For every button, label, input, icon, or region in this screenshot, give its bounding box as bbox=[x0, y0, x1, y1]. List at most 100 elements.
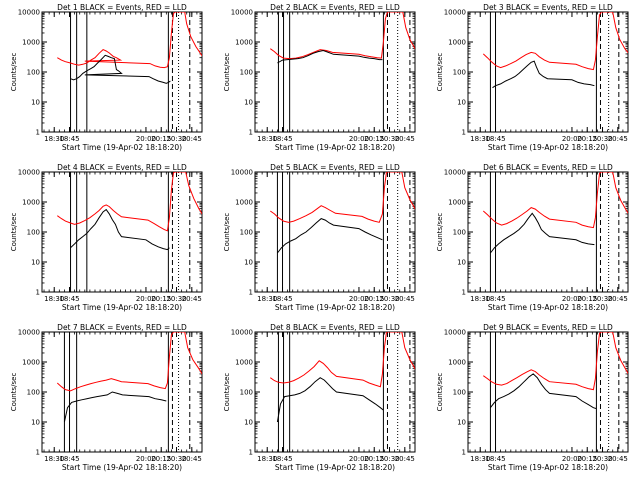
lld-series-line bbox=[270, 172, 415, 223]
x-axis-label: Start Time (19-Apr-02 18:18:20) bbox=[488, 463, 608, 472]
x-tick-label: 20:00 bbox=[349, 135, 369, 143]
x-tick-label: 18:45 bbox=[485, 455, 505, 463]
x-tick-label: 20:45 bbox=[608, 135, 628, 143]
x-tick-label: 18:30 bbox=[470, 295, 490, 303]
series-group bbox=[57, 12, 202, 84]
y-axis-label: Counts/sec bbox=[223, 213, 231, 252]
panel-title: Det 6 BLACK = Events, RED = LLD bbox=[483, 163, 613, 172]
y-tick-label: 10000 bbox=[18, 169, 40, 177]
x-tick-label: 20:30 bbox=[166, 455, 186, 463]
y-tick-label: 1 bbox=[462, 449, 466, 457]
y-tick-label: 100 bbox=[27, 389, 40, 397]
x-tick-label: 18:45 bbox=[485, 135, 505, 143]
x-tick-label: 20:45 bbox=[182, 455, 202, 463]
y-axis-label: Counts/sec bbox=[223, 53, 231, 92]
x-axis-label: Start Time (19-Apr-02 18:18:20) bbox=[62, 143, 182, 152]
x-tick-label: 18:45 bbox=[59, 455, 79, 463]
y-tick-label: 100 bbox=[453, 389, 466, 397]
y-tick-label: 10 bbox=[457, 259, 466, 267]
x-tick-label: 20:15 bbox=[364, 295, 384, 303]
x-tick-label: 18:45 bbox=[485, 295, 505, 303]
events-series-line bbox=[276, 377, 384, 423]
x-tick-label: 20:30 bbox=[592, 455, 612, 463]
plot-frame bbox=[41, 331, 203, 453]
x-tick-label: 20:15 bbox=[577, 455, 597, 463]
x-tick-label: 18:30 bbox=[257, 295, 277, 303]
y-tick-label: 1000 bbox=[22, 359, 40, 367]
x-axis-label: Start Time (19-Apr-02 18:18:20) bbox=[275, 463, 395, 472]
y-axis-label: Counts/sec bbox=[223, 373, 231, 412]
y-tick-label: 10 bbox=[457, 419, 466, 427]
x-tick-label: 20:45 bbox=[608, 455, 628, 463]
marker-lines bbox=[277, 332, 411, 452]
x-tick-label: 18:30 bbox=[257, 455, 277, 463]
y-tick-label: 1000 bbox=[235, 199, 253, 207]
panel-title: Det 9 BLACK = Events, RED = LLD bbox=[483, 323, 613, 332]
detector-panel: Det 5 BLACK = Events, RED = LLD 1 10 100 100… bbox=[223, 163, 416, 312]
x-tick-label: 18:30 bbox=[44, 135, 64, 143]
y-tick-label: 10 bbox=[31, 259, 40, 267]
marker-lines bbox=[276, 172, 411, 292]
y-tick-label: 10 bbox=[31, 99, 40, 107]
x-tick-label: 20:45 bbox=[182, 295, 202, 303]
lld-series-line bbox=[57, 172, 202, 232]
y-tick-label: 100 bbox=[453, 229, 466, 237]
events-series-line bbox=[63, 391, 167, 423]
x-axis-label: Start Time (19-Apr-02 18:18:20) bbox=[275, 303, 395, 312]
y-axis-label: Counts/sec bbox=[436, 373, 444, 412]
y-tick-label: 1 bbox=[249, 129, 253, 137]
lld-series-line bbox=[482, 172, 628, 229]
y-tick-label: 10 bbox=[244, 419, 253, 427]
series-group bbox=[270, 172, 415, 254]
series-group bbox=[57, 172, 202, 251]
y-tick-label: 1 bbox=[249, 449, 253, 457]
x-tick-label: 20:15 bbox=[577, 295, 597, 303]
detector-panel: Det 7 BLACK = Events, RED = LLD 1 10 100 100… bbox=[10, 323, 203, 472]
x-tick-label: 20:00 bbox=[136, 455, 156, 463]
series-group bbox=[270, 332, 415, 423]
x-tick-label: 18:45 bbox=[272, 295, 292, 303]
x-tick-label: 20:00 bbox=[136, 295, 156, 303]
y-tick-label: 1 bbox=[36, 289, 40, 297]
x-tick-label: 20:00 bbox=[562, 295, 582, 303]
lld-series-line bbox=[483, 332, 628, 391]
detector-panel: Det 1 BLACK = Events, RED = LLD 1 10 100 100… bbox=[10, 3, 203, 152]
plot-frame bbox=[254, 171, 416, 293]
y-axis-label: Counts/sec bbox=[436, 213, 444, 252]
x-tick-label: 20:45 bbox=[182, 135, 202, 143]
x-tick-label: 18:30 bbox=[44, 455, 64, 463]
lld-series-line bbox=[270, 332, 415, 388]
events-series-line bbox=[492, 60, 595, 89]
y-tick-label: 10000 bbox=[18, 329, 40, 337]
x-tick-label: 20:15 bbox=[151, 295, 171, 303]
x-tick-label: 20:30 bbox=[379, 135, 399, 143]
y-tick-label: 100 bbox=[27, 229, 40, 237]
x-tick-label: 20:00 bbox=[562, 135, 582, 143]
x-tick-label: 20:45 bbox=[395, 295, 415, 303]
marker-lines bbox=[63, 332, 191, 452]
x-tick-label: 18:45 bbox=[272, 455, 292, 463]
panel-title: Det 5 BLACK = Events, RED = LLD bbox=[270, 163, 400, 172]
x-tick-label: 20:45 bbox=[395, 135, 415, 143]
y-tick-label: 100 bbox=[453, 69, 466, 77]
x-tick-label: 20:15 bbox=[151, 455, 171, 463]
y-axis-label: Counts/sec bbox=[436, 53, 444, 92]
y-tick-label: 1000 bbox=[448, 359, 466, 367]
marker-lines bbox=[489, 332, 620, 452]
x-tick-label: 20:45 bbox=[608, 295, 628, 303]
marker-lines bbox=[489, 172, 620, 292]
detector-panel: Det 3 BLACK = Events, RED = LLD 1 10 100 100… bbox=[436, 3, 629, 152]
x-tick-label: 20:00 bbox=[349, 295, 369, 303]
x-tick-label: 18:30 bbox=[470, 135, 490, 143]
y-axis-label: Counts/sec bbox=[10, 373, 18, 412]
y-tick-label: 1 bbox=[462, 129, 466, 137]
panel-title: Det 1 BLACK = Events, RED = LLD bbox=[57, 3, 187, 12]
detector-panel: Det 2 BLACK = Events, RED = LLD 1 10 100 100… bbox=[223, 3, 416, 152]
x-tick-label: 20:30 bbox=[166, 135, 186, 143]
x-axis-label: Start Time (19-Apr-02 18:18:20) bbox=[275, 143, 395, 152]
y-tick-label: 100 bbox=[240, 389, 253, 397]
x-tick-label: 18:30 bbox=[257, 135, 277, 143]
x-tick-label: 18:45 bbox=[272, 135, 292, 143]
y-tick-label: 10000 bbox=[18, 9, 40, 17]
